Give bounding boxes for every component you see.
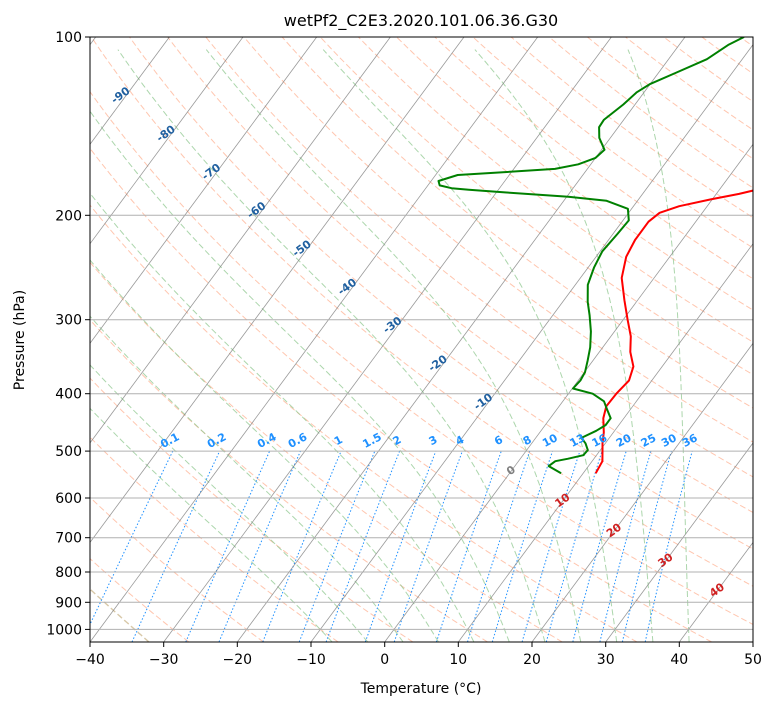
moist-adiabat-line	[474, 49, 654, 642]
mixing-ratio-line	[262, 450, 342, 642]
pressure-gridlines	[90, 37, 753, 630]
y-tick-label: 500	[55, 444, 82, 460]
y-tick-label: 400	[55, 387, 82, 403]
y-axis-label: Pressure (hPa)	[12, 290, 28, 390]
dry-adiabat-line	[472, 37, 753, 249]
isotherm-line	[90, 37, 318, 345]
x-tick-label: −30	[149, 652, 179, 668]
x-tick-label: −40	[75, 652, 105, 668]
mixing-ratio-label: 16	[590, 431, 610, 450]
dry-adiabat-line	[510, 37, 753, 219]
y-tick-label: 100	[55, 30, 82, 46]
x-tick-label: −20	[223, 652, 253, 668]
dry-adiabat-line	[434, 37, 753, 280]
mixing-ratio-label: 10	[540, 431, 560, 450]
isotherm-line	[236, 37, 686, 642]
mixing-ratio-label: 30	[659, 431, 679, 450]
mixing-ratio-line	[644, 450, 693, 642]
dry-adiabat-line	[90, 377, 414, 642]
moist-adiabat-line	[205, 49, 582, 642]
y-tick-label: 600	[55, 491, 82, 507]
mixing-ratio-line	[393, 450, 463, 642]
sounding-series	[437, 37, 753, 475]
x-tick-label: 10	[449, 652, 467, 668]
isotherm-line	[531, 342, 753, 642]
plot-area	[90, 37, 753, 642]
mixing-ratio-line	[572, 450, 627, 642]
x-tick-label: −10	[296, 652, 326, 668]
y-tick-label: 300	[55, 313, 82, 329]
mixing-ratio-line	[521, 450, 581, 642]
mixing-ratio-label: 13	[568, 431, 588, 450]
isotherm-line	[163, 37, 612, 642]
mixing-ratio-line	[298, 450, 376, 642]
x-tick-label: 40	[670, 652, 688, 668]
isotherm-line	[90, 37, 391, 444]
isotherm-line	[90, 37, 465, 544]
dry-adiabat-line	[90, 319, 488, 642]
isotherm-line	[90, 37, 170, 145]
skewed-isotherms	[90, 37, 753, 642]
y-tick-label: 1000	[46, 622, 82, 638]
moist-adiabat-line	[90, 192, 475, 642]
mixing-ratio-line	[90, 450, 174, 626]
moist-adiabat-line	[322, 49, 618, 642]
dewpoint-profile-line	[437, 37, 745, 475]
dry-adiabat-line	[358, 37, 753, 343]
isotherm-line	[457, 243, 753, 642]
mixing-ratio-label: 36	[680, 431, 700, 450]
y-tick-label: 700	[55, 531, 82, 547]
moist-adiabat-line	[90, 315, 404, 642]
moist-adiabat-line	[90, 110, 510, 642]
isotherm-line	[384, 143, 753, 642]
dry-adiabat-line	[396, 37, 753, 311]
plot-frame	[89, 36, 754, 643]
isotherm-line	[605, 442, 753, 642]
moist-adiabats	[90, 49, 690, 642]
mixing-ratio-line	[621, 450, 672, 642]
axis-ticks: −40 −30 −20 −10 0 10 20 30 40 50 100 200 300 400 500 60…	[46, 30, 762, 668]
dry-adiabat-line	[129, 37, 753, 550]
chart-title: wetPf2_C2E3.2020.101.06.36.G30	[284, 11, 558, 31]
isotherm-line	[90, 37, 244, 245]
isotherm-line	[90, 37, 539, 642]
x-tick-label: 30	[597, 652, 615, 668]
y-tick-label: 900	[55, 595, 82, 611]
moist-adiabat-line	[117, 49, 546, 642]
dry-adiabats	[90, 37, 753, 642]
x-tick-label: 50	[744, 652, 762, 668]
mixing-ratio-label: 25	[639, 431, 659, 450]
dry-adiabat-line	[90, 90, 753, 626]
isotherm-line	[310, 44, 753, 642]
mixing-ratio-line	[364, 450, 437, 642]
mixing-ratio-line	[599, 450, 652, 642]
moist-adiabat-line	[90, 364, 369, 642]
mixing-ratio-label: 20	[614, 431, 634, 450]
dry-adiabat-line	[90, 436, 339, 642]
moist-adiabat-line	[627, 49, 690, 642]
mixing-ratio-line	[545, 450, 603, 642]
y-tick-label: 800	[55, 565, 82, 581]
x-tick-label: 0	[380, 652, 389, 668]
mixing-ratio-line	[325, 450, 401, 642]
y-tick-label: 200	[55, 208, 82, 224]
x-axis-label: Temperature (°C)	[360, 681, 482, 697]
dry-adiabat-line	[90, 147, 712, 642]
dry-adiabat-line	[281, 37, 753, 409]
x-tick-label: 20	[523, 652, 541, 668]
dry-adiabat-line	[90, 204, 638, 642]
mixing-ratio-line	[218, 450, 301, 642]
dry-adiabat-line	[319, 37, 753, 376]
mixing-ratio-lines	[90, 450, 693, 642]
